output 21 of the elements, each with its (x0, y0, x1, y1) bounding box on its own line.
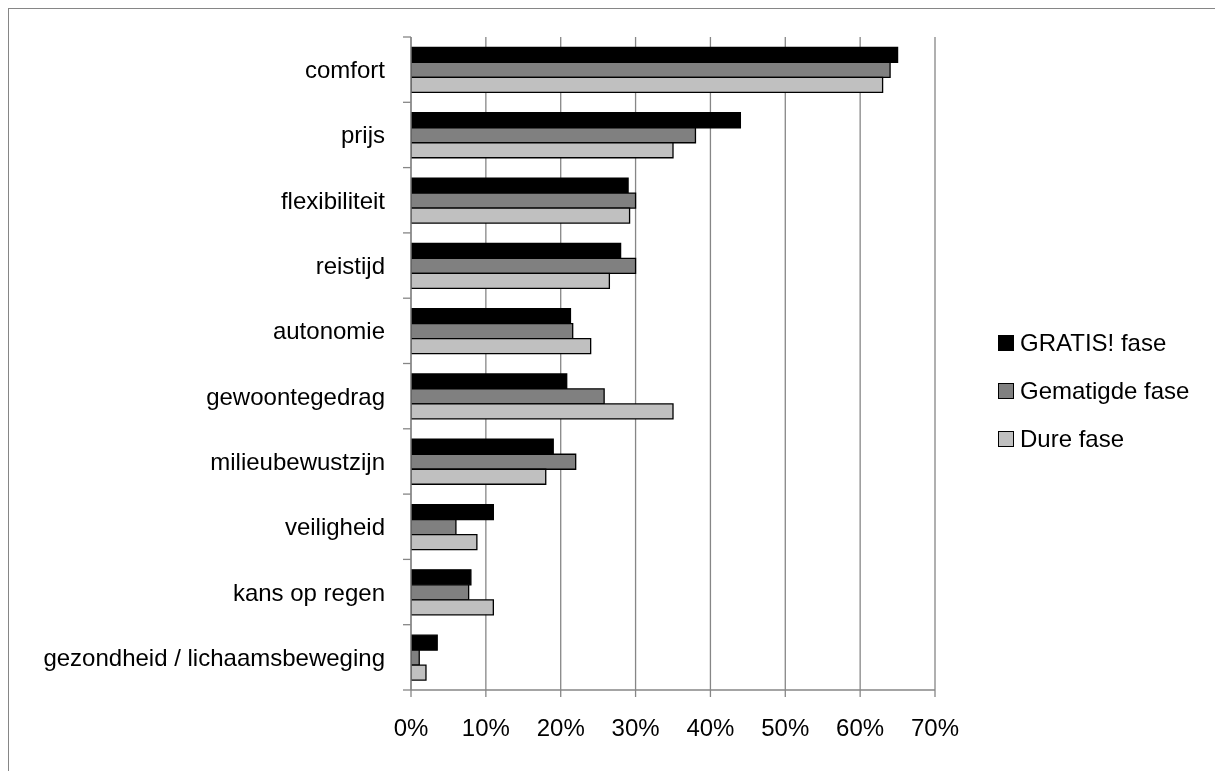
y-tick-label: kans op regen (232, 578, 385, 606)
y-tick-label: veiligheid (284, 513, 385, 541)
y-tick-label: reistijd (315, 252, 385, 280)
x-tick-label: 10% (461, 714, 510, 742)
legend-label: GRATIS! fase (1020, 329, 1167, 357)
y-tick-label: gezondheid / lichaamsbeweging (43, 643, 385, 671)
x-tick-label: 20% (536, 714, 585, 742)
y-tick-label: prijs (340, 121, 385, 149)
y-tick-label: comfort (304, 56, 386, 84)
y-tick-label: flexibiliteit (280, 186, 386, 214)
x-tick-label: 40% (686, 714, 735, 742)
x-tick-label: 70% (910, 714, 960, 742)
x-tick-label: 60% (836, 714, 885, 742)
y-tick-label: milieubewustzijn (210, 447, 385, 475)
y-tick-label: gewoontegedrag (206, 382, 385, 410)
x-tick-label: 50% (761, 714, 810, 742)
y-tick-label: autonomie (272, 317, 385, 345)
x-tick-label: 0% (393, 714, 429, 742)
legend-label: Dure fase (1020, 425, 1125, 453)
x-tick-label: 30% (611, 714, 660, 742)
legend-label: Gematigde fase (1020, 377, 1190, 405)
